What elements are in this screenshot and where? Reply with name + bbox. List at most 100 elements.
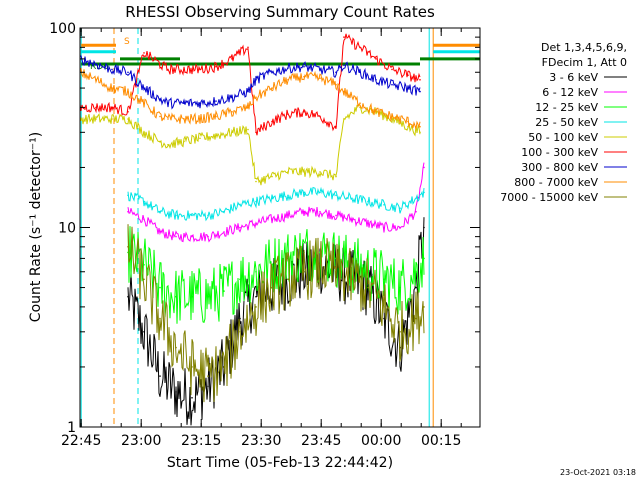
data-point-6-17 bbox=[335, 71, 337, 74]
data-point-6-15 bbox=[303, 65, 305, 68]
legend-header: Det 1,3,4,5,6,9, bbox=[541, 41, 627, 54]
data-point-6-3 bbox=[127, 71, 129, 74]
data-point-2-1 bbox=[143, 264, 145, 266]
data-point-1-9 bbox=[271, 218, 273, 220]
data-point-5-17 bbox=[335, 125, 337, 128]
data-point-4-6 bbox=[167, 143, 169, 146]
data-point-6-19 bbox=[359, 71, 361, 74]
data-point-5-11 bbox=[247, 46, 249, 49]
data-point-4-12 bbox=[255, 180, 257, 183]
data-point-4-1 bbox=[95, 118, 97, 120]
data-point-6-4 bbox=[143, 87, 145, 89]
data-point-4-3 bbox=[127, 118, 129, 120]
data-point-8-1 bbox=[143, 278, 145, 281]
legend-label: 25 - 50 keV bbox=[535, 116, 598, 129]
data-point-0-1 bbox=[143, 331, 145, 333]
data-point-3-19 bbox=[423, 191, 425, 194]
data-point-6-20 bbox=[375, 79, 377, 81]
legend-label: 12 - 25 keV bbox=[535, 101, 598, 114]
data-point-7-19 bbox=[359, 102, 361, 104]
legend: Det 1,3,4,5,6,9, FDecim 1, Att 0 3 - 6 keV… bbox=[500, 41, 627, 204]
x-tick-label: 23:45 bbox=[301, 433, 341, 449]
data-point-2-2 bbox=[159, 286, 161, 289]
data-point-7-10 bbox=[231, 111, 233, 113]
data-point-8-13 bbox=[335, 271, 337, 273]
data-point-4-23 bbox=[419, 131, 421, 134]
data-point-5-18 bbox=[343, 36, 345, 38]
data-point-1-18 bbox=[415, 210, 417, 213]
data-point-2-7 bbox=[239, 278, 241, 281]
data-point-5-7 bbox=[183, 68, 185, 71]
data-point-8-16 bbox=[383, 306, 385, 308]
data-point-3-10 bbox=[287, 194, 289, 197]
data-point-0-3 bbox=[175, 391, 177, 393]
data-point-1-15 bbox=[367, 222, 369, 225]
data-point-7-14 bbox=[287, 79, 289, 81]
data-point-8-5 bbox=[207, 375, 209, 377]
data-point-5-14 bbox=[287, 113, 289, 115]
data-point-3-2 bbox=[159, 210, 161, 213]
data-point-3-14 bbox=[351, 197, 353, 200]
data-point-5-5 bbox=[159, 63, 161, 65]
data-point-1-11 bbox=[303, 210, 305, 213]
data-point-5-6 bbox=[167, 68, 169, 71]
data-point-6-11 bbox=[247, 90, 249, 93]
data-point-8-4 bbox=[191, 366, 193, 368]
data-point-8-2 bbox=[159, 317, 161, 320]
y-tick-label: 100 bbox=[49, 21, 76, 37]
data-point-2-17 bbox=[399, 286, 401, 289]
data-point-8-0 bbox=[127, 246, 129, 248]
data-point-5-8 bbox=[199, 68, 201, 71]
data-point-7-20 bbox=[375, 111, 377, 113]
data-point-8-18 bbox=[415, 317, 417, 320]
data-point-1-2 bbox=[159, 231, 161, 233]
chart-title: RHESSI Observing Summary Count Rates bbox=[125, 3, 435, 21]
data-point-8-17 bbox=[399, 331, 401, 333]
data-point-5-4 bbox=[143, 52, 145, 54]
data-point-0-5 bbox=[207, 385, 209, 388]
data-point-3-8 bbox=[255, 200, 257, 203]
data-point-4-2 bbox=[111, 118, 113, 120]
data-point-7-22 bbox=[407, 120, 409, 123]
data-point-1-17 bbox=[399, 226, 401, 229]
data-point-5-13 bbox=[271, 120, 273, 123]
data-point-0-0 bbox=[127, 295, 129, 298]
series-line-7 bbox=[80, 67, 421, 130]
data-point-6-8 bbox=[199, 102, 201, 104]
data-point-0-8 bbox=[255, 295, 257, 298]
data-point-6-2 bbox=[111, 68, 113, 71]
data-point-1-13 bbox=[335, 214, 337, 217]
data-point-3-12 bbox=[319, 191, 321, 194]
data-point-8-8 bbox=[255, 306, 257, 308]
data-point-4-10 bbox=[231, 131, 233, 134]
data-point-0-4 bbox=[191, 397, 193, 399]
data-point-5-19 bbox=[359, 46, 361, 49]
data-point-8-3 bbox=[175, 346, 177, 349]
data-point-0-18 bbox=[415, 286, 417, 289]
data-point-8-10 bbox=[287, 278, 289, 281]
series-line-4 bbox=[80, 104, 421, 186]
data-point-2-3 bbox=[175, 295, 177, 298]
data-point-0-19 bbox=[423, 226, 425, 229]
data-point-4-5 bbox=[159, 140, 161, 143]
legend-label: 7000 - 15000 keV bbox=[500, 191, 598, 204]
data-point-2-19 bbox=[423, 257, 425, 260]
data-point-2-4 bbox=[191, 295, 193, 298]
data-point-6-18 bbox=[343, 64, 345, 67]
data-point-1-8 bbox=[255, 222, 257, 225]
legend-label: 100 - 300 keV bbox=[521, 146, 598, 159]
data-point-3-18 bbox=[415, 197, 417, 200]
data-point-5-16 bbox=[319, 115, 321, 118]
data-point-3-7 bbox=[239, 204, 241, 206]
legend-label: 300 - 800 keV bbox=[521, 161, 598, 174]
data-point-6-16 bbox=[319, 68, 321, 71]
data-point-2-6 bbox=[223, 290, 225, 292]
data-point-1-6 bbox=[223, 231, 225, 233]
data-point-1-7 bbox=[239, 226, 241, 229]
y-tick-label: 1 bbox=[67, 420, 76, 436]
data-point-5-12 bbox=[255, 131, 257, 134]
axes: 22:45 23:00 23:15 23:30 23:45 00:00 00:15 1 10 10… bbox=[49, 21, 480, 449]
